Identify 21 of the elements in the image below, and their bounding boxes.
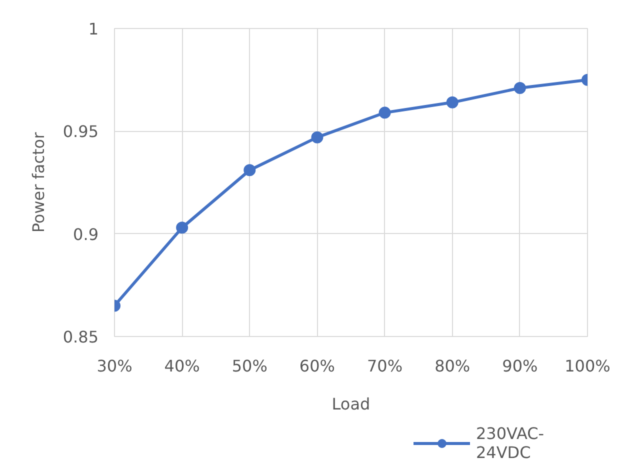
x-tick-label: 80%	[434, 356, 470, 376]
x-tick-label: 70%	[367, 356, 403, 376]
x-tick-label: 90%	[502, 356, 538, 376]
x-tick-label: 30%	[96, 356, 132, 376]
point	[378, 106, 391, 119]
y-tick-label: 0.95	[62, 122, 98, 142]
y-tick-label: 1	[88, 20, 99, 38]
point	[311, 131, 324, 144]
x-axis-title: Load	[332, 394, 370, 414]
point	[514, 82, 526, 94]
point	[176, 222, 188, 234]
point	[446, 96, 458, 108]
x-tick-label: 50%	[232, 356, 268, 376]
legend-label: 230VAC-24VDC	[476, 424, 544, 462]
x-tick-label: 100%	[564, 356, 610, 376]
x-tick-label: 40%	[164, 356, 200, 376]
y-tick-label: 0.85	[62, 328, 98, 346]
x-tick-label: 60%	[299, 356, 335, 376]
point	[244, 164, 256, 176]
y-axis-title: Power factor	[28, 132, 48, 233]
y-tick-label: 0.9	[73, 224, 99, 244]
